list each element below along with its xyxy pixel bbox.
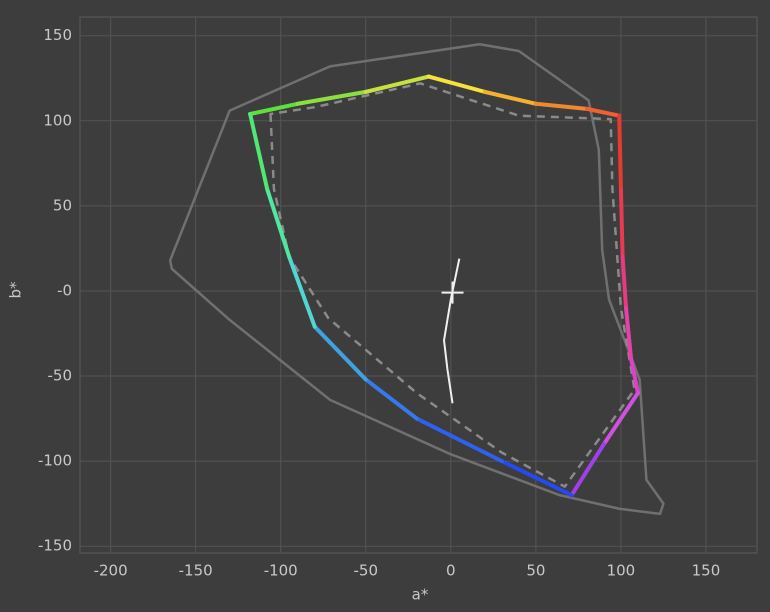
gamut-segment	[584, 106, 622, 118]
x-tick-label: -150	[179, 562, 213, 580]
x-tick-label: 0	[446, 562, 456, 580]
gamut-segment	[617, 113, 623, 191]
x-axis-title: a*	[412, 586, 429, 604]
gamut-segment	[363, 74, 431, 94]
x-tick-label: -200	[94, 562, 128, 580]
y-tick-label: 150	[43, 26, 72, 44]
gamut-segment	[533, 101, 589, 111]
gamut-segment	[624, 305, 634, 362]
plot-frame	[79, 16, 758, 554]
gamut-segment	[629, 357, 640, 396]
x-tick-label: -100	[264, 562, 298, 580]
series-line	[269, 82, 636, 488]
gamut-segment	[618, 186, 625, 259]
series-line	[443, 258, 461, 404]
x-tick-label: 150	[692, 562, 721, 580]
gamut-segment	[499, 459, 574, 498]
gamut-segment	[248, 101, 300, 116]
gamut-segment	[620, 254, 629, 310]
gamut-segment	[248, 111, 270, 191]
gamut-segment	[482, 89, 538, 106]
gamut-segment	[601, 391, 640, 447]
gamut-segment	[287, 254, 317, 329]
series-line	[168, 42, 665, 516]
gamut-segment	[295, 89, 368, 106]
y-tick-label: -50	[48, 367, 73, 385]
gamut-segment	[265, 186, 292, 259]
y-tick-label: -100	[38, 452, 72, 470]
y-tick-label: -0	[57, 281, 72, 299]
y-tick-label: 100	[43, 111, 72, 129]
x-tick-label: -50	[354, 562, 379, 580]
y-axis-title: b*	[7, 281, 25, 299]
gamut-segment	[363, 377, 419, 421]
gamut-segment	[414, 416, 504, 464]
gamut-segment	[312, 324, 368, 382]
cross-marker	[441, 281, 464, 304]
x-tick-label: 50	[526, 562, 545, 580]
x-tick-label: 100	[607, 562, 636, 580]
y-tick-label: 50	[53, 196, 72, 214]
y-tick-label: -150	[38, 537, 72, 555]
gamut-segment	[569, 442, 606, 498]
gamut-segment	[426, 74, 487, 94]
